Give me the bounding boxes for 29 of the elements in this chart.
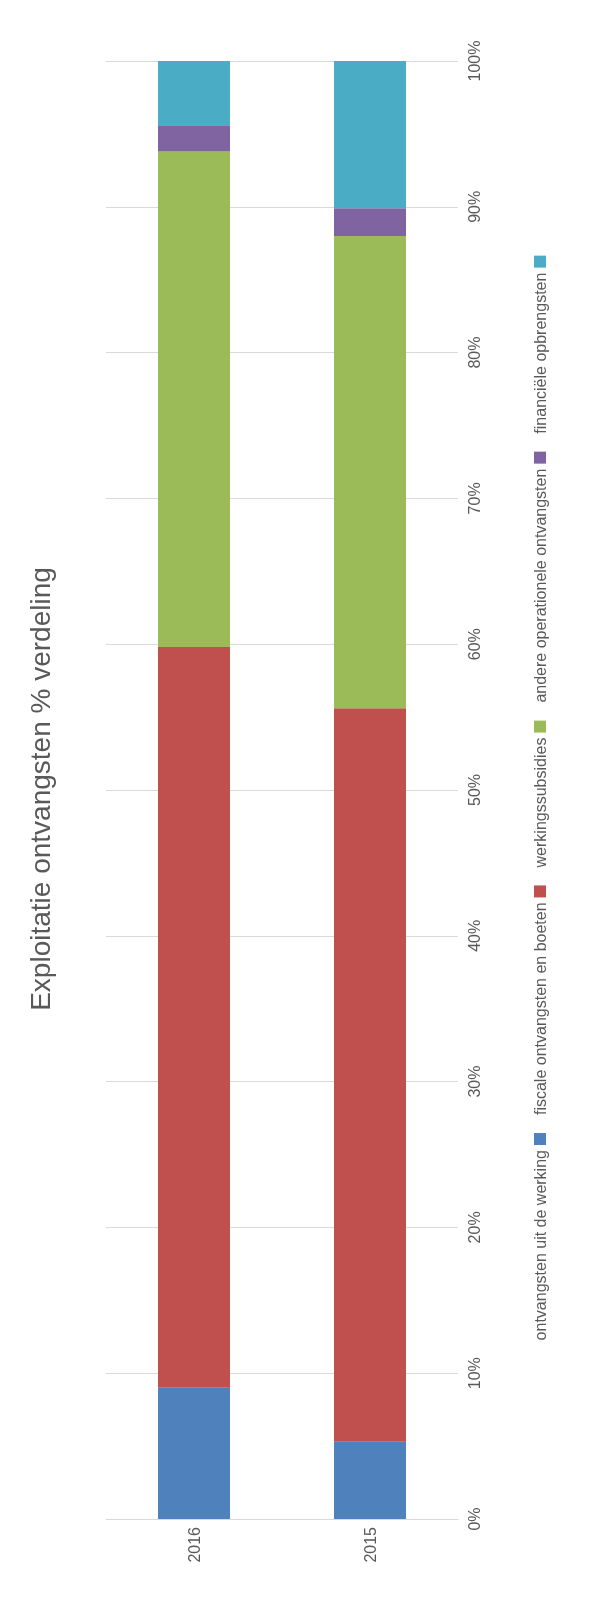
y-tick-label: 100% bbox=[465, 40, 483, 82]
y-tick-label: 70% bbox=[465, 482, 483, 515]
y-tick-label: 60% bbox=[465, 628, 483, 661]
bar bbox=[334, 208, 406, 236]
y-tick-label: 90% bbox=[465, 190, 483, 223]
legend-label: financiële opbrengsten bbox=[531, 272, 549, 434]
bar bbox=[158, 125, 230, 152]
bar bbox=[334, 1441, 406, 1519]
bar bbox=[158, 151, 230, 648]
legend-label: ontvangsten uit de werking bbox=[531, 1150, 549, 1341]
y-tick-label: 30% bbox=[465, 1065, 483, 1098]
y-tick-label: 20% bbox=[465, 1211, 483, 1244]
bar bbox=[334, 708, 406, 1442]
bar bbox=[158, 61, 230, 126]
legend-label: fiscale ontvangsten en boeten bbox=[531, 902, 549, 1116]
x-tick-label: 2015 bbox=[361, 1526, 379, 1563]
y-tick-label: 10% bbox=[465, 1357, 483, 1390]
bar bbox=[158, 1387, 230, 1519]
bar bbox=[334, 61, 406, 209]
y-tick-label: 40% bbox=[465, 919, 483, 952]
bar bbox=[158, 647, 230, 1388]
legend-label: werkingssubsidies bbox=[531, 737, 549, 869]
y-tick-label: 50% bbox=[465, 773, 483, 807]
y-tick-label: 80% bbox=[465, 336, 483, 369]
legend-label: andere operationele ontvangsten bbox=[531, 468, 549, 703]
x-tick-label: 2016 bbox=[185, 1526, 203, 1563]
y-tick-label: 0% bbox=[465, 1507, 483, 1531]
bar bbox=[334, 235, 406, 709]
text: Exploitatie ontvangsten % verdeling bbox=[24, 567, 56, 1011]
